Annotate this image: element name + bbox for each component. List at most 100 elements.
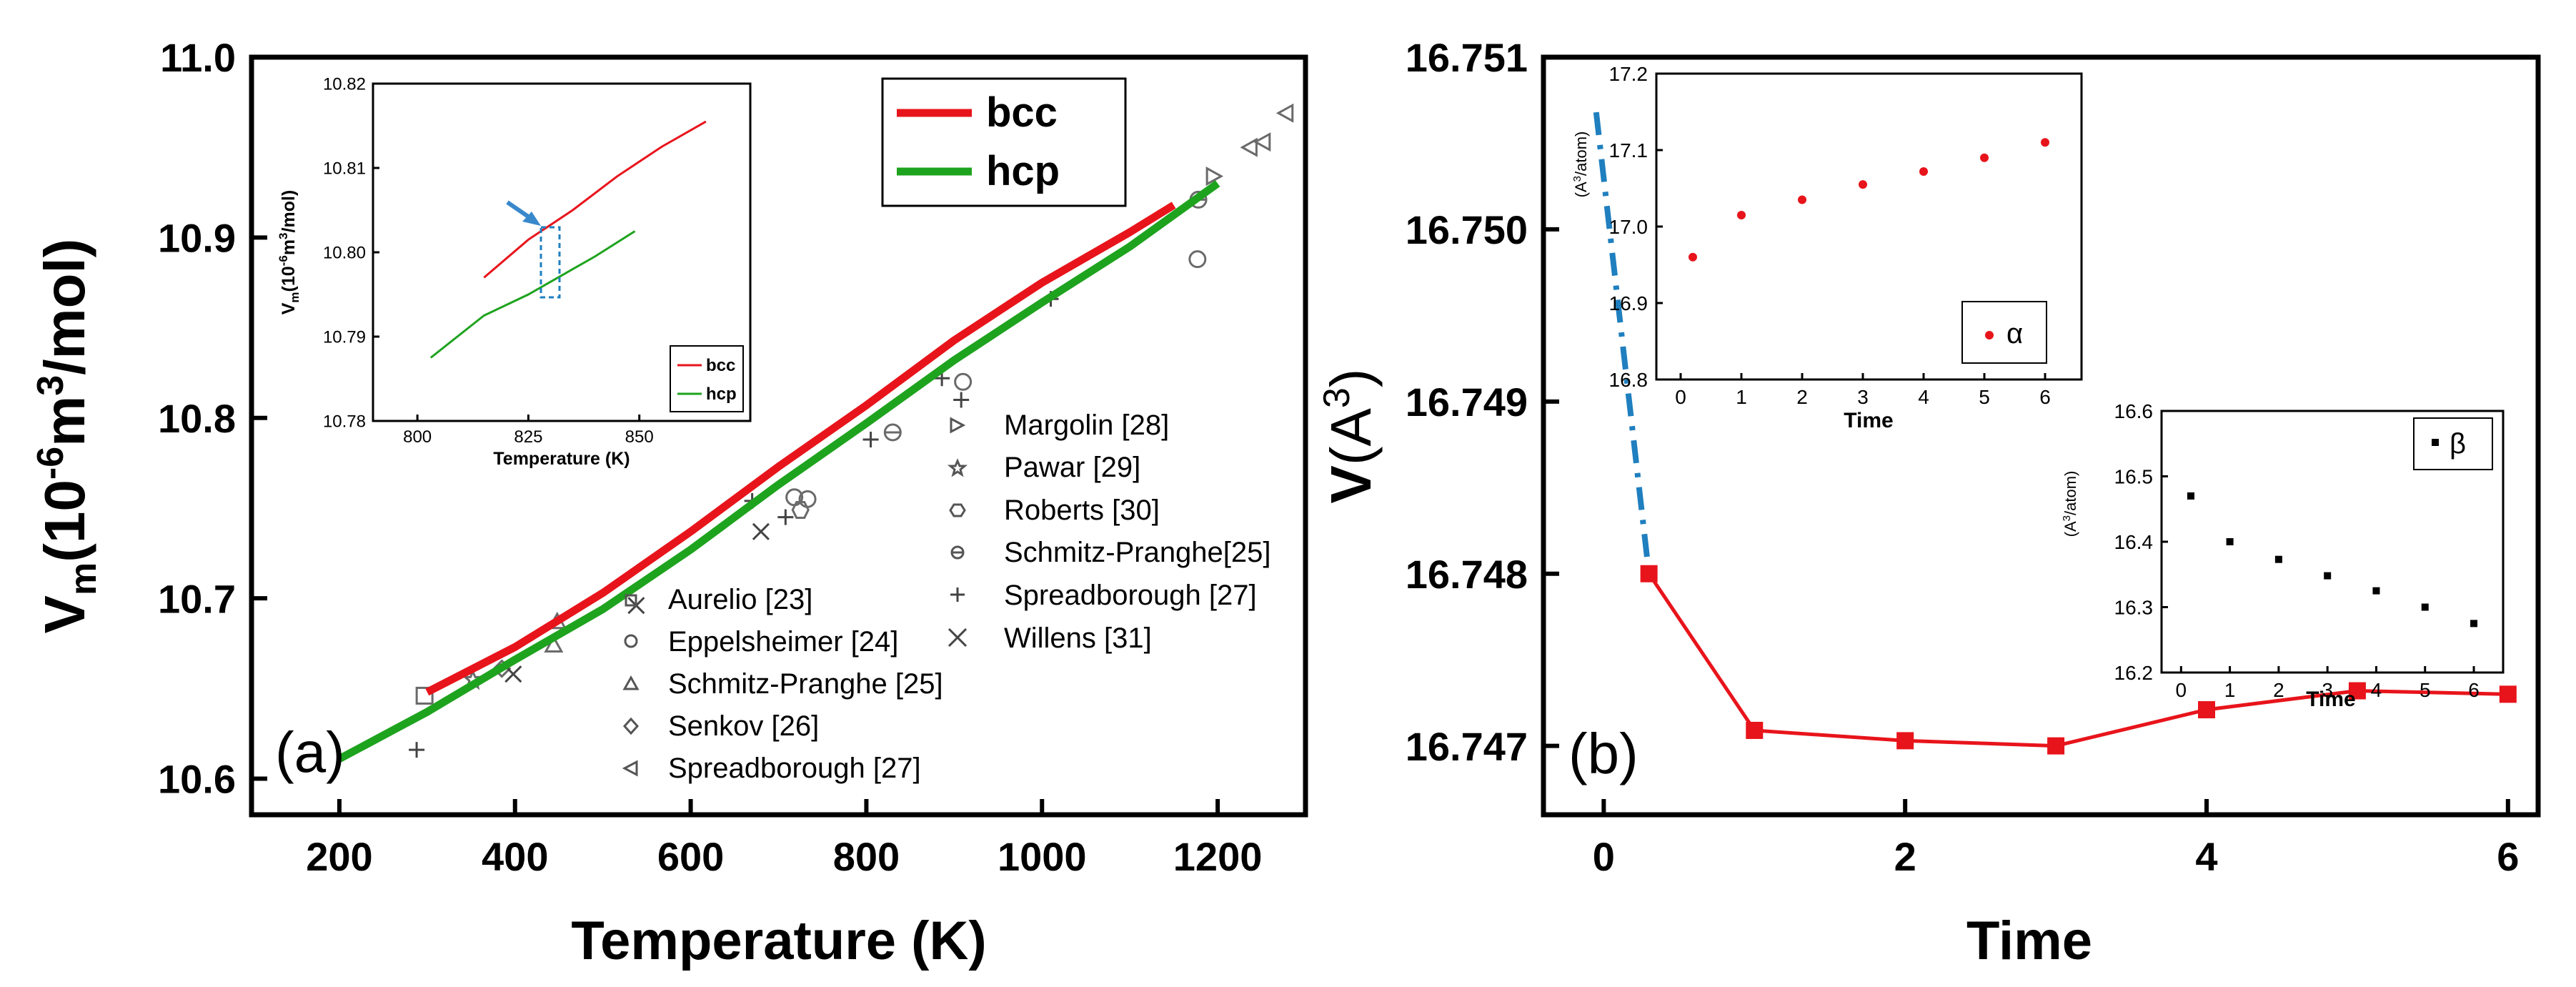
y-tick-label: 10.7 xyxy=(158,576,236,621)
x-tick-label: 1 xyxy=(2224,679,2236,701)
volume-point xyxy=(2499,685,2517,703)
y-tick-label: 16.6 xyxy=(2114,400,2154,422)
beta-point xyxy=(2421,603,2429,611)
x-tick-label: 850 xyxy=(625,427,654,447)
data-point-plus xyxy=(862,432,879,448)
alpha-point xyxy=(1980,153,1989,162)
data-point-triangle-left xyxy=(1240,137,1258,157)
volume-point xyxy=(2198,701,2215,719)
marker-circle xyxy=(954,372,973,391)
inset-beta-y-label-rest: (A xyxy=(2062,521,2079,537)
y-tick-label: 16.5 xyxy=(2114,466,2154,488)
panel-a-y-label-sub: m xyxy=(63,562,104,595)
marker-circle xyxy=(1188,250,1207,269)
inset-alpha-y-label-end: /atom) xyxy=(1572,132,1590,176)
panel-a-legend: bcc hcp xyxy=(881,77,1127,207)
inset-alpha-y-label-rest: (A xyxy=(1572,182,1590,197)
marker-square xyxy=(415,686,434,705)
data-point-square xyxy=(415,686,434,705)
y-tick-label: 16.747 xyxy=(1406,724,1528,769)
x-tick-label: 400 xyxy=(482,834,548,879)
inset-beta-legend-box xyxy=(2413,417,2493,470)
data-point-circle-bar xyxy=(883,423,902,442)
y-tick-label: 16.2 xyxy=(2114,662,2154,684)
ref-label-schmitz-pranghe-2: Schmitz-Pranghe[25] xyxy=(1004,537,1271,568)
inset-a-highlight-box xyxy=(539,226,561,299)
ref-marker-cross xyxy=(948,628,968,648)
data-point-triangle-left xyxy=(1253,132,1271,152)
ref-label-eppelsheimer: Eppelsheimer [24] xyxy=(668,626,898,658)
panel-b-plot-frame xyxy=(1541,54,2541,818)
ref-marker-hexagon xyxy=(949,503,966,517)
data-point-cross xyxy=(752,522,770,540)
y-tick-label: 17.0 xyxy=(1609,216,1648,238)
panel-a: 200 400 600 800 1000 1200 10.6 10.7 10.8 10.9 11.0… xyxy=(30,35,1308,971)
y-tick-label: 16.8 xyxy=(1609,369,1648,391)
inset-beta-legend-swatch xyxy=(2432,439,2439,446)
volume-point xyxy=(1896,732,1914,750)
ref-marker-star xyxy=(947,458,968,477)
y-tick-label: 16.9 xyxy=(1609,292,1648,314)
ref-label-spreadborough-a: Spreadborough [27] xyxy=(668,753,921,784)
y-tick-label: 16.750 xyxy=(1406,207,1528,252)
inset-beta-y-label-end: /atom) xyxy=(2062,471,2079,515)
y-tick-label: 11.0 xyxy=(160,35,236,80)
panel-b-series xyxy=(1593,111,2517,755)
x-tick-label: 5 xyxy=(2420,679,2431,701)
y-tick-label: 10.80 xyxy=(323,244,366,263)
x-tick-label: 2 xyxy=(1894,834,1916,879)
panel-a-y-label-main: V xyxy=(33,595,96,633)
data-point-plus xyxy=(777,509,794,525)
beta-point xyxy=(2187,492,2194,500)
x-tick-label: 6 xyxy=(2039,386,2051,408)
y-tick-label: 17.1 xyxy=(1609,139,1648,162)
x-tick-label: 0 xyxy=(2176,679,2187,701)
panel-b-label: (b) xyxy=(1568,722,1638,785)
beta-point xyxy=(2470,620,2478,628)
panel-a-x-axis-label: Temperature (K) xyxy=(571,911,986,971)
beta-point xyxy=(2226,538,2234,545)
x-tick-label: 1000 xyxy=(998,834,1087,879)
inset-alpha-legend-swatch xyxy=(1985,331,1994,339)
ref-marker-circle-bar xyxy=(950,545,965,560)
ref-marker-plus xyxy=(950,587,965,602)
x-tick-label: 200 xyxy=(306,834,372,879)
panel-a-ticks: 200 400 600 800 1000 1200 10.6 10.7 10.8 10.9 11.0 xyxy=(158,35,1262,879)
y-tick-label: 16.749 xyxy=(1406,380,1528,425)
alpha-point xyxy=(1859,180,1867,189)
x-tick-label: 5 xyxy=(1979,386,1990,408)
inset-alpha-legend-box xyxy=(1961,301,2047,364)
panel-a-series xyxy=(337,180,1220,763)
x-tick-label: 3 xyxy=(1857,386,1869,408)
x-tick-label: 1 xyxy=(1736,386,1747,408)
series-bcc-line xyxy=(425,202,1176,696)
inset-a-legend-bcc: bcc xyxy=(706,356,735,375)
x-tick-label: 800 xyxy=(403,427,432,447)
panel-a-y-label-exp2: 3 xyxy=(30,375,71,396)
ref-label-schmitz-pranghe: Schmitz-Pranghe [25] xyxy=(668,668,943,700)
data-point-triangle-up xyxy=(544,635,564,653)
panel-b-y-label-rest: (A xyxy=(1319,407,1383,465)
ref-marker-circle xyxy=(624,634,638,648)
ref-marker-diamond xyxy=(622,717,640,735)
data-point-hexagon xyxy=(791,500,810,519)
panel-a-y-axis-label: Vm(10-6m3/mol) xyxy=(30,239,104,634)
y-tick-label: 10.79 xyxy=(323,328,366,347)
y-tick-label: 17.2 xyxy=(1609,63,1648,85)
data-point-triangle-right xyxy=(1205,167,1224,187)
data-point-plus xyxy=(953,392,970,408)
volume-point xyxy=(1640,565,1658,582)
inset-beta-legend: β xyxy=(2450,428,2466,460)
marker-hexagon xyxy=(791,500,810,519)
panel-b-y-label-end: ) xyxy=(1319,369,1383,388)
alpha-point xyxy=(2041,138,2049,147)
x-tick-label: 800 xyxy=(833,834,900,879)
inset-a-y-axis-label: Vm(10-6m3/mol) xyxy=(277,190,302,315)
panel-b-y-axis-label: V(A3) xyxy=(1316,369,1383,504)
alpha-point xyxy=(1689,252,1697,262)
panel-b-inset-alpha: 0 1 2 3 4 5 616.816.917.017.117.2 Time (A3/ato… xyxy=(1571,63,2083,432)
y-tick-label: 16.4 xyxy=(2114,531,2154,553)
panel-a-y-label-end: /mol) xyxy=(33,239,96,375)
x-tick-label: 2 xyxy=(1796,386,1808,408)
